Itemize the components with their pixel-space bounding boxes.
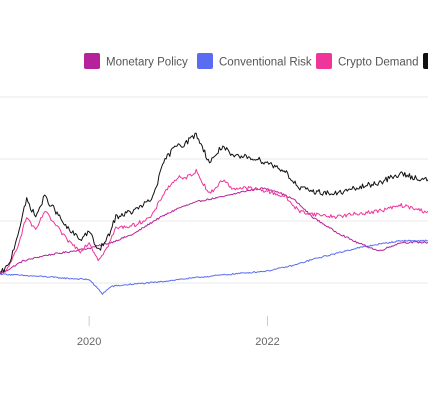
series-line-conventional-risk	[0, 239, 428, 295]
series-line-crypto-demand	[0, 168, 428, 274]
legend-swatch-monetary-policy	[84, 53, 100, 69]
x-axis-ticks: 2020 2022	[77, 316, 280, 348]
legend-swatch-crypto-demand	[316, 53, 332, 69]
x-tick-label-2022: 2022	[255, 336, 279, 348]
x-tick-label-2020: 2020	[77, 336, 101, 348]
legend-label-crypto-demand: Crypto Demand	[338, 57, 419, 69]
gridlines	[0, 96, 428, 284]
legend-swatch-unnamed	[423, 53, 428, 69]
legend-swatch-conventional-risk	[197, 53, 213, 69]
series-lines	[0, 132, 428, 295]
series-line-unnamed	[0, 132, 428, 273]
legend-label-monetary-policy: Monetary Policy	[106, 57, 188, 69]
legend-label-conventional-risk: Conventional Risk	[219, 57, 312, 69]
series-line-monetary-policy	[0, 187, 428, 275]
legend: Monetary Policy Conventional Risk Crypto D…	[84, 53, 428, 69]
